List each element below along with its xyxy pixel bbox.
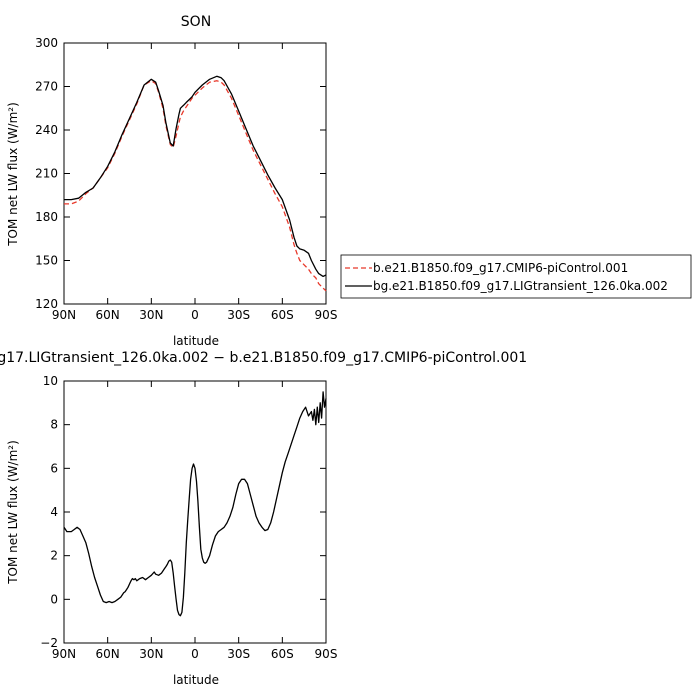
bottom-x-tick-label: 60N xyxy=(96,647,120,661)
bottom-y-tick-label: 0 xyxy=(50,592,58,606)
top-y-tick-label: 240 xyxy=(35,123,58,137)
legend-box xyxy=(340,254,692,299)
top-x-tick-label: 30N xyxy=(139,308,163,322)
bottom-x-tick-label: 90N xyxy=(52,647,76,661)
bottom-y-tick-label: 4 xyxy=(50,505,58,519)
top-panel: SON 120 150 180 210 240 270 300 90N 60N 30N 0 30S 6… xyxy=(6,14,337,348)
top-y-ticks: 120 150 180 210 240 270 300 xyxy=(35,36,326,311)
bottom-y-tick-label: 10 xyxy=(43,374,58,388)
legend-label-ligtransient: bg.e21.B1850.f09_g17.LIGtransient_126.0k… xyxy=(373,279,668,293)
bottom-y-ticks: −2 0 2 4 6 8 10 xyxy=(40,374,326,650)
bottom-plot-frame xyxy=(63,380,327,644)
top-x-tick-label: 90S xyxy=(315,308,338,322)
top-y-tick-label: 180 xyxy=(35,210,58,224)
top-y-tick-label: 210 xyxy=(35,167,58,181)
bottom-title: bg.e21.B1850.f09_g17.LIGtransient_126.0k… xyxy=(0,350,527,366)
bottom-panel: bg.e21.B1850.f09_g17.LIGtransient_126.0k… xyxy=(0,350,527,687)
bottom-x-tick-label: 30S xyxy=(227,647,250,661)
top-x-tick-label: 90N xyxy=(52,308,76,322)
top-y-tick-label: 270 xyxy=(35,80,58,94)
top-y-axis-label: TOM net LW flux (W/m²) xyxy=(6,102,20,247)
bottom-y-tick-label: 8 xyxy=(50,418,58,432)
top-x-tick-label: 0 xyxy=(191,308,199,322)
bottom-series-0-line xyxy=(63,391,327,617)
top-series-0-line xyxy=(64,80,327,292)
top-x-ticks: 90N 60N 30N 0 30S 60S 90S xyxy=(52,43,338,322)
legend-label-picontrol: b.e21.B1850.f09_g17.CMIP6-piControl.001 xyxy=(373,261,628,275)
top-y-tick-label: 150 xyxy=(35,254,58,268)
bottom-y-tick-label: −2 xyxy=(40,636,58,650)
bottom-x-ticks: 90N 60N 30N 0 30S 60S 90S xyxy=(52,381,338,661)
bottom-x-tick-label: 60S xyxy=(271,647,294,661)
top-y-tick-label: 300 xyxy=(35,36,58,50)
top-series-1-line xyxy=(64,75,327,278)
top-x-axis-label: latitude xyxy=(173,334,219,348)
top-series-lines xyxy=(64,75,327,292)
top-x-tick-label: 30S xyxy=(227,308,250,322)
bottom-y-axis-label: TOM net LW flux (W/m²) xyxy=(6,440,20,585)
top-y-tick-label: 120 xyxy=(35,297,58,311)
top-x-tick-label: 60N xyxy=(96,308,120,322)
bottom-x-tick-label: 30N xyxy=(139,647,163,661)
bottom-x-axis-label: latitude xyxy=(173,673,219,687)
bottom-x-tick-label: 90S xyxy=(315,647,338,661)
bottom-x-tick-label: 0 xyxy=(191,647,199,661)
bottom-y-tick-label: 2 xyxy=(50,549,58,563)
top-x-tick-label: 60S xyxy=(271,308,294,322)
bottom-y-tick-label: 6 xyxy=(50,461,58,475)
legend: b.e21.B1850.f09_g17.CMIP6-piControl.001 … xyxy=(340,254,692,299)
bottom-series-lines xyxy=(63,391,327,617)
top-title: SON xyxy=(181,14,211,30)
